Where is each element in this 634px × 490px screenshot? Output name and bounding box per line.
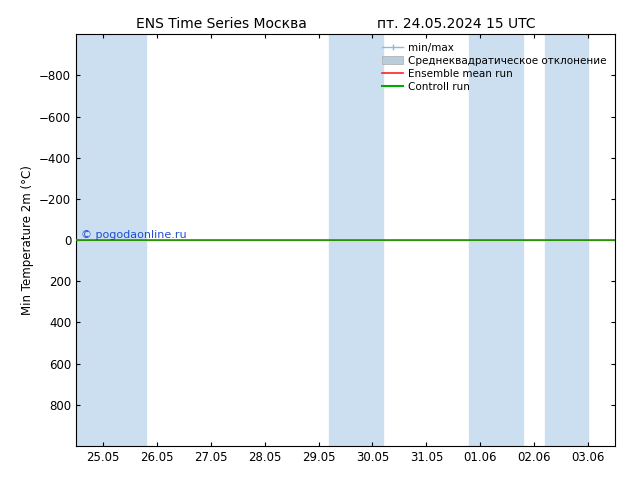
Text: пт. 24.05.2024 15 UTC: пт. 24.05.2024 15 UTC: [377, 17, 536, 31]
Bar: [545, 34, 588, 446]
Bar: [330, 34, 383, 446]
Bar: [469, 34, 524, 446]
Y-axis label: Min Temperature 2m (°C): Min Temperature 2m (°C): [20, 165, 34, 315]
Bar: [76, 34, 146, 446]
Legend: min/max, Среднеквадратическое отклонение, Ensemble mean run, Controll run: min/max, Среднеквадратическое отклонение…: [379, 40, 610, 95]
Text: © pogodaonline.ru: © pogodaonline.ru: [81, 230, 187, 240]
Text: ENS Time Series Москва: ENS Time Series Москва: [136, 17, 307, 31]
